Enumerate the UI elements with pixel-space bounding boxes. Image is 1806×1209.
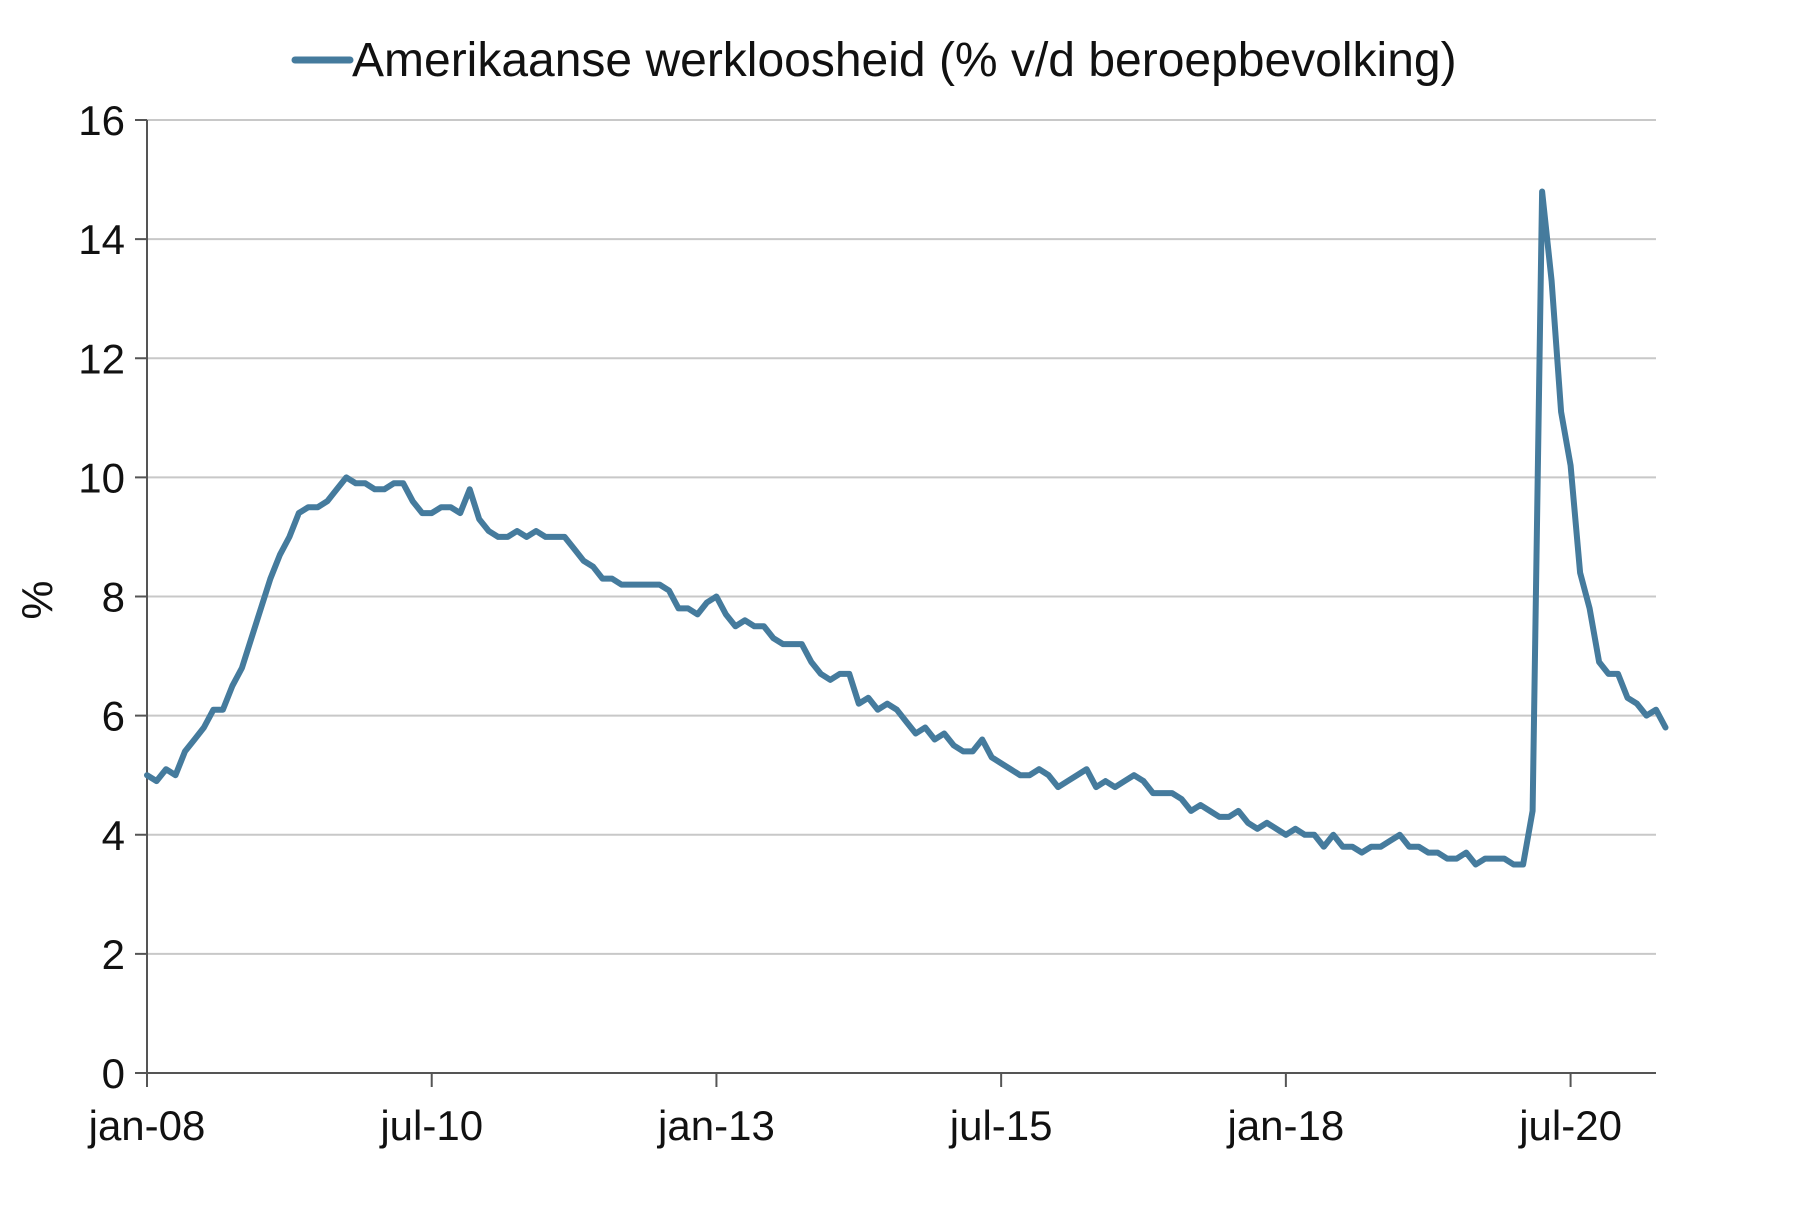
y-tick-label: 12 xyxy=(78,335,125,382)
y-axis-title: % xyxy=(13,580,62,619)
legend-label: Amerikaanse werkloosheid (% v/d beroepbe… xyxy=(352,34,1457,87)
x-tick-label: jan-13 xyxy=(656,1102,775,1149)
y-tick-label: 14 xyxy=(78,216,125,263)
y-tick-label: 0 xyxy=(102,1050,125,1097)
legend: Amerikaanse werkloosheid (% v/d beroepbe… xyxy=(291,34,1457,87)
y-tick-label: 10 xyxy=(78,454,125,501)
x-tick-label: jan-18 xyxy=(1225,1102,1344,1149)
series-layer xyxy=(144,188,1669,868)
y-tick-label: 6 xyxy=(102,693,125,740)
y-tick-label: 2 xyxy=(102,931,125,978)
x-tick-label: jan-08 xyxy=(87,1102,206,1149)
x-tick-label: jul-10 xyxy=(378,1102,483,1149)
y-tick-label: 16 xyxy=(78,97,125,144)
y-tick-label: 4 xyxy=(102,812,125,859)
y-tick-label: 8 xyxy=(102,574,125,621)
y-axis: 0 2 4 6 8 10 12 14 16 xyxy=(78,97,148,1097)
x-tick-label: jul-20 xyxy=(1517,1102,1622,1149)
gridlines xyxy=(147,119,1656,955)
x-tick-label: jul-15 xyxy=(948,1102,1053,1149)
x-axis: jan-08 jul-10 jan-13 jul-15 jan-18 jul-20 xyxy=(87,1072,1656,1149)
series-line-0 xyxy=(144,188,1669,868)
